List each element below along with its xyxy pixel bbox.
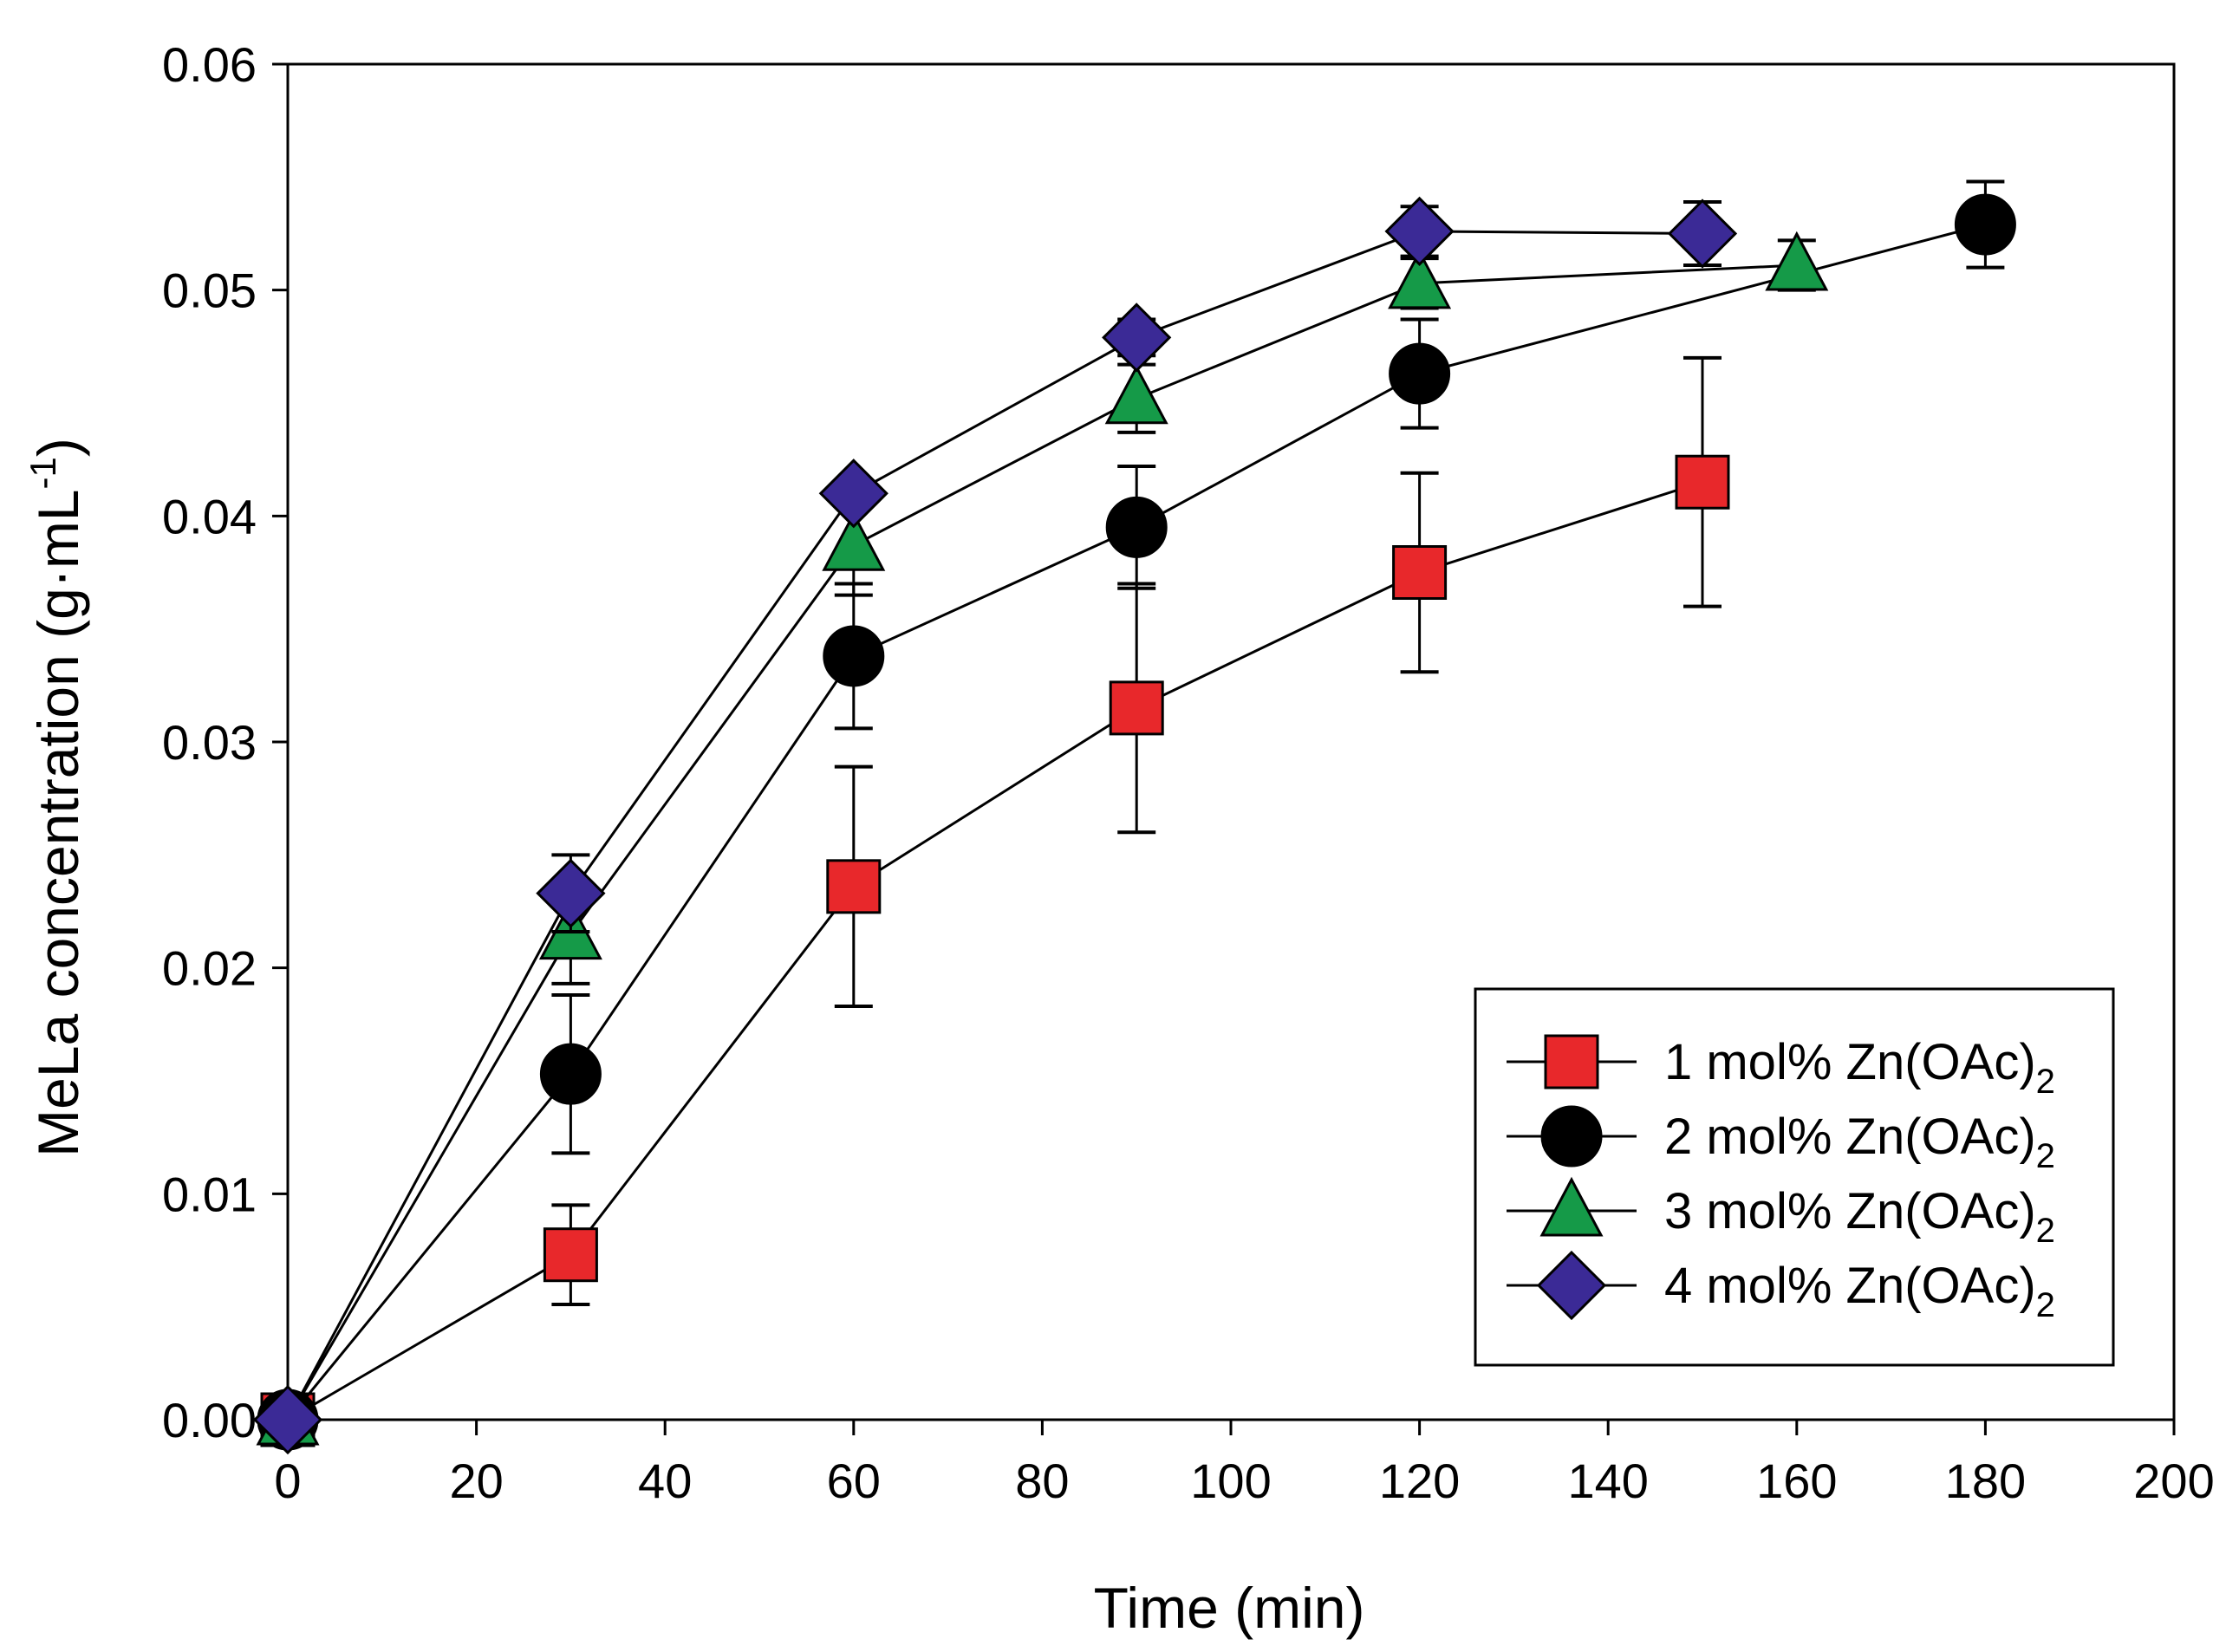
series-line (286, 223, 1986, 1421)
data-point (539, 1043, 602, 1105)
legend-label-subscript: 2 (2036, 1137, 2055, 1175)
legend-label: 2 mol% Zn(OAc)2 (1664, 1109, 2055, 1175)
legend-entry: 2 mol% Zn(OAc)2 (1507, 1105, 2055, 1175)
data-point (818, 459, 888, 529)
data-point (1384, 196, 1455, 267)
legend-label-text: 4 mol% Zn(OAc) (1664, 1258, 2036, 1314)
legend-label-subscript: 2 (2036, 1063, 2055, 1101)
legend-label-subscript: 2 (2036, 1286, 2055, 1324)
plot-area (252, 179, 2016, 1455)
legend-marker (1540, 1105, 1603, 1167)
data-point (536, 858, 606, 928)
x-tick-label: 120 (1379, 1454, 1460, 1508)
data-point (1388, 249, 1452, 309)
x-tick-label: 60 (827, 1454, 881, 1508)
legend-entry: 3 mol% Zn(OAc)2 (1507, 1176, 2055, 1250)
legend-label-subscript: 2 (2036, 1212, 2055, 1250)
legend-label-text: 1 mol% Zn(OAc) (1664, 1034, 2036, 1090)
data-point (252, 1384, 323, 1455)
legend-marker (1544, 1034, 1599, 1089)
y-axis-label-close: ) (26, 438, 90, 457)
y-tick-label: 0.05 (162, 263, 257, 318)
x-tick-label: 180 (1945, 1454, 2026, 1508)
data-point (1104, 364, 1168, 425)
legend-marker (1536, 1250, 1607, 1321)
series-line (286, 230, 1703, 1421)
y-tick-label: 0.01 (162, 1167, 257, 1221)
data-point (1102, 302, 1172, 373)
x-tick-label: 160 (1756, 1454, 1837, 1508)
x-axis-label: Time (min) (1094, 1576, 1365, 1640)
series-line (286, 263, 1797, 1421)
x-tick-label: 80 (1015, 1454, 1069, 1508)
legend: 1 mol% Zn(OAc)22 mol% Zn(OAc)23 mol% Zn(… (1474, 987, 2115, 1367)
data-point (826, 859, 882, 914)
y-tick-label: 0.06 (162, 37, 257, 92)
data-point (1675, 454, 1730, 510)
axes: 0 20 40 60 80 100 120 140 160 180 200 0.00 0.01 0.02 0… (162, 37, 2215, 1508)
y-tick-label: 0.02 (162, 941, 257, 996)
data-point (823, 625, 885, 687)
series-diamond (252, 196, 1738, 1455)
x-tick-label: 140 (1567, 1454, 1648, 1508)
data-point (1392, 545, 1448, 600)
data-point (1389, 342, 1451, 405)
legend-entry: 4 mol% Zn(OAc)2 (1507, 1250, 2055, 1324)
legend-label-text: 3 mol% Zn(OAc) (1664, 1183, 2036, 1239)
y-tick-label: 0.00 (162, 1393, 257, 1447)
x-tick-label: 200 (2133, 1454, 2214, 1508)
y-tick-label: 0.03 (162, 715, 257, 770)
data-point (1105, 496, 1168, 558)
data-point (1667, 198, 1738, 269)
legend-label: 3 mol% Zn(OAc)2 (1664, 1183, 2055, 1250)
legend-label-text: 2 mol% Zn(OAc) (1664, 1109, 2036, 1165)
y-tick-label: 0.04 (162, 489, 257, 543)
legend-label: 1 mol% Zn(OAc)2 (1664, 1034, 2055, 1101)
data-point (1954, 193, 2016, 256)
x-tick-label: 40 (638, 1454, 692, 1508)
legend-label: 4 mol% Zn(OAc)2 (1664, 1258, 2055, 1324)
y-axis-label-superscript: -1 (23, 457, 63, 489)
data-point (1765, 231, 1829, 291)
y-axis-label: MeLa concentration (g·mL-1) (23, 438, 90, 1157)
x-tick-label: 20 (449, 1454, 503, 1508)
series-line (287, 480, 1703, 1421)
legend-marker (1539, 1176, 1604, 1237)
data-point (1109, 680, 1164, 736)
data-point (543, 1227, 598, 1283)
x-tick-label: 100 (1190, 1454, 1271, 1508)
x-tick-label: 0 (274, 1454, 301, 1508)
legend-entry: 1 mol% Zn(OAc)2 (1507, 1034, 2055, 1101)
data-point (822, 511, 886, 571)
